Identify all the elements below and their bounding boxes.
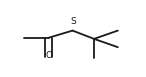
Text: S: S bbox=[70, 17, 76, 26]
Text: O: O bbox=[45, 51, 52, 60]
